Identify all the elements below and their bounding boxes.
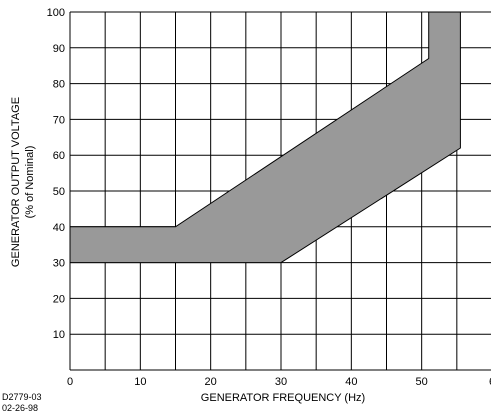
- drawing-number: D2779-03: [2, 392, 42, 402]
- y-tick-label: 20: [53, 293, 65, 305]
- y-axis-title: GENERATOR OUTPUT VOLTAGE: [10, 97, 22, 267]
- y-tick-label: 70: [53, 114, 65, 126]
- y-tick-label: 80: [53, 79, 65, 91]
- x-tick-label: 20: [205, 376, 217, 388]
- drawing-date: 02-26-98: [2, 403, 39, 413]
- y-tick-label: 40: [53, 222, 65, 234]
- y-tick-label: 50: [53, 186, 65, 198]
- operating-band-area: [69, 11, 461, 264]
- y-tick-labels: 10 20 30 40 50 60 70 80 90 100: [47, 7, 65, 341]
- x-tick-label: 50: [416, 376, 428, 388]
- y-tick-label: 100: [47, 7, 65, 19]
- x-tick-label: 0: [67, 376, 73, 388]
- x-tick-label: 10: [134, 376, 146, 388]
- y-tick-label: 30: [53, 258, 65, 270]
- y-tick-label: 10: [53, 329, 65, 341]
- y-tick-label: 60: [53, 150, 65, 162]
- x-tick-label: 40: [345, 376, 357, 388]
- x-tick-labels: 0 10 20 30 40 50 6: [67, 376, 491, 388]
- y-tick-label: 90: [53, 43, 65, 55]
- y-axis-subtitle: (% of Nominal): [24, 146, 36, 219]
- x-tick-label: 6: [489, 376, 491, 388]
- x-axis-title: GENERATOR FREQUENCY (Hz): [201, 392, 365, 404]
- x-tick-label: 30: [275, 376, 287, 388]
